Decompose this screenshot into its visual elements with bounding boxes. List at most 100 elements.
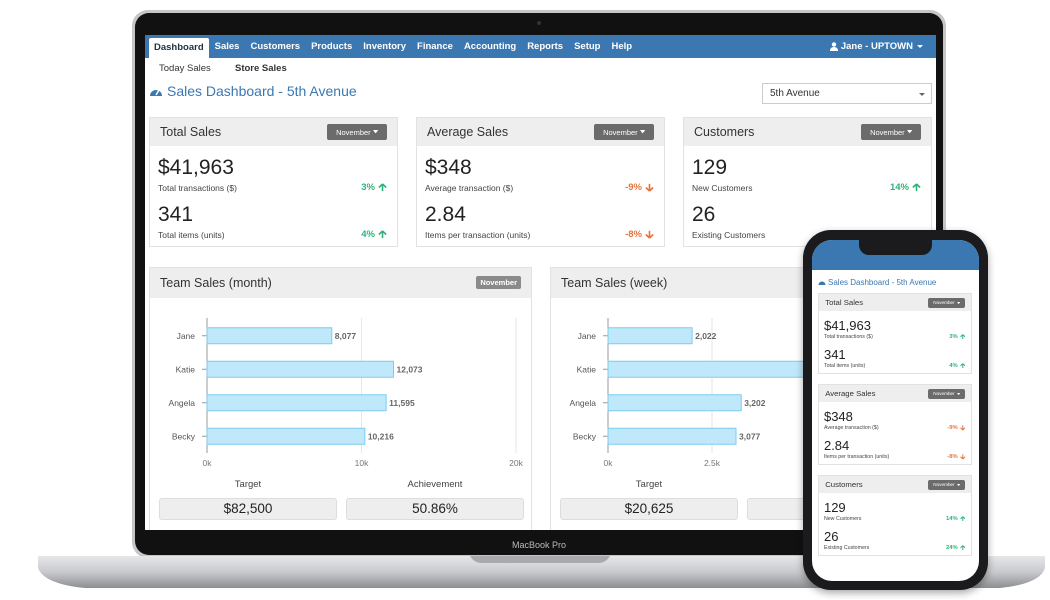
value-label: 10,216 (368, 431, 394, 441)
nav-item[interactable]: Products (311, 41, 353, 52)
nav-item[interactable]: Setup (574, 41, 601, 52)
bar (607, 360, 817, 378)
nav-item[interactable]: Reports (527, 41, 564, 52)
x-tick-label: 0k (203, 458, 213, 468)
metric-value: 2.84 (425, 203, 466, 226)
category-label: Angela (570, 398, 597, 408)
x-tick-label: 20k (509, 458, 523, 468)
arrow-up (378, 230, 387, 239)
caret (372, 130, 378, 134)
period-button[interactable]: November (594, 124, 654, 140)
user-menu[interactable]: Jane - UPTOWN (829, 35, 924, 58)
period-label: November (603, 127, 638, 137)
footer-label: Achievement (407, 479, 463, 490)
user-name: Jane - UPTOWN (840, 41, 913, 52)
arrow-shape (645, 183, 654, 192)
caret (956, 301, 960, 304)
period-button[interactable]: November (928, 297, 966, 308)
nav-item[interactable]: Sales (214, 41, 240, 52)
value-label: 2,022 (695, 331, 717, 341)
metric-value: 26 (692, 203, 716, 226)
metric-card: Total Sales November $41,963 Total transact… (818, 293, 973, 374)
caret-shape (917, 45, 923, 48)
metric-label: Total transactions ($) (158, 183, 237, 193)
bar-chart: 0k 10k 20k Jane 8,077 Katie 12,073 Angela 11,595… (169, 318, 524, 468)
period-badge: November (476, 276, 521, 289)
panel-title: Team Sales (month) (160, 276, 272, 290)
period-label: November (933, 482, 955, 488)
panel-title: Team Sales (week) (561, 276, 668, 290)
metric-label: Items per transaction (units) (823, 454, 890, 461)
nav-item[interactable]: Customers (250, 41, 301, 52)
metric-change: 14% (889, 182, 909, 193)
category-label: Katie (577, 364, 597, 374)
bar (206, 360, 395, 378)
category-label: Becky (172, 431, 196, 441)
footer-value: 50.86% (412, 501, 458, 516)
bar (607, 327, 693, 345)
subnav-item[interactable]: Store Sales (235, 63, 287, 74)
metric-label: Average transaction ($) (425, 183, 514, 193)
nav-item[interactable]: Inventory (363, 41, 407, 52)
footer-label: Target (234, 479, 262, 490)
bar (206, 394, 387, 412)
card-title: Average Sales (427, 125, 509, 139)
period-button[interactable]: November (861, 124, 921, 140)
footer-value: $82,500 (223, 501, 273, 516)
metric-value: 129 (823, 499, 846, 515)
footer-label: Target (635, 479, 663, 490)
metric-value: 341 (823, 346, 846, 362)
caret-shape (919, 93, 925, 96)
arrow-down (959, 425, 965, 431)
arrow-shape (959, 454, 965, 460)
metric-change: -8% (947, 453, 958, 460)
period-label: November (870, 127, 905, 137)
metric-label: New Customers (823, 516, 862, 523)
phone-screen: Sales Dashboard - 5th Avenue Total Sales N… (812, 240, 979, 581)
metric-value: $41,963 (823, 317, 872, 333)
arrow-shape (645, 230, 654, 239)
arrow-shape (959, 545, 965, 551)
value-label: 12,073 (397, 364, 423, 374)
nav-item[interactable]: Finance (417, 41, 453, 52)
icon-head (831, 42, 837, 47)
value-label: 3,077 (739, 431, 761, 441)
chart-panel: Team Sales (month) November 0k 10k 20k Jane 8,… (149, 267, 532, 530)
footer-value: $20,625 (624, 501, 674, 516)
category-label: Jane (177, 331, 196, 341)
arrow-up (378, 183, 387, 192)
card-title: Customers (825, 480, 863, 490)
subnav-item[interactable]: Today Sales (159, 63, 211, 74)
dashboard-icon (150, 89, 162, 96)
metric-card: Customers November 129 New Customers 14% 26 Ex… (818, 475, 973, 556)
caret (919, 93, 925, 96)
period-button[interactable]: November (327, 124, 387, 140)
arrow-shape (959, 425, 965, 431)
arrow-up (959, 334, 965, 340)
caret-shape (906, 130, 912, 134)
caret (639, 130, 645, 134)
metric-card: Average Sales November $348 Average transac… (416, 117, 665, 247)
period-button[interactable]: November (928, 388, 966, 399)
card-title: Average Sales (825, 389, 876, 399)
arrow-shape (959, 334, 965, 340)
notch (470, 556, 610, 563)
period-button[interactable]: November (928, 479, 966, 490)
phone-title: Sales Dashboard - 5th Avenue (828, 278, 937, 287)
camera (537, 21, 541, 25)
metric-value: 341 (158, 203, 194, 226)
arrow-shape (959, 363, 965, 369)
store-select[interactable]: 5th Avenue (762, 83, 932, 104)
nav-item[interactable]: Help (611, 41, 633, 52)
dashboard-icon (818, 281, 826, 285)
caret (917, 45, 923, 48)
metric-value: 129 (692, 156, 728, 179)
metric-change: -9% (947, 424, 958, 431)
metric-label: Existing Customers (692, 230, 766, 240)
card-title: Customers (694, 125, 755, 139)
nav-item[interactable]: Accounting (463, 41, 517, 52)
metric-value: 26 (823, 528, 839, 544)
gauge (818, 281, 826, 285)
nav-item[interactable]: Dashboard (149, 38, 209, 58)
metric-label: Total items (units) (158, 230, 225, 240)
